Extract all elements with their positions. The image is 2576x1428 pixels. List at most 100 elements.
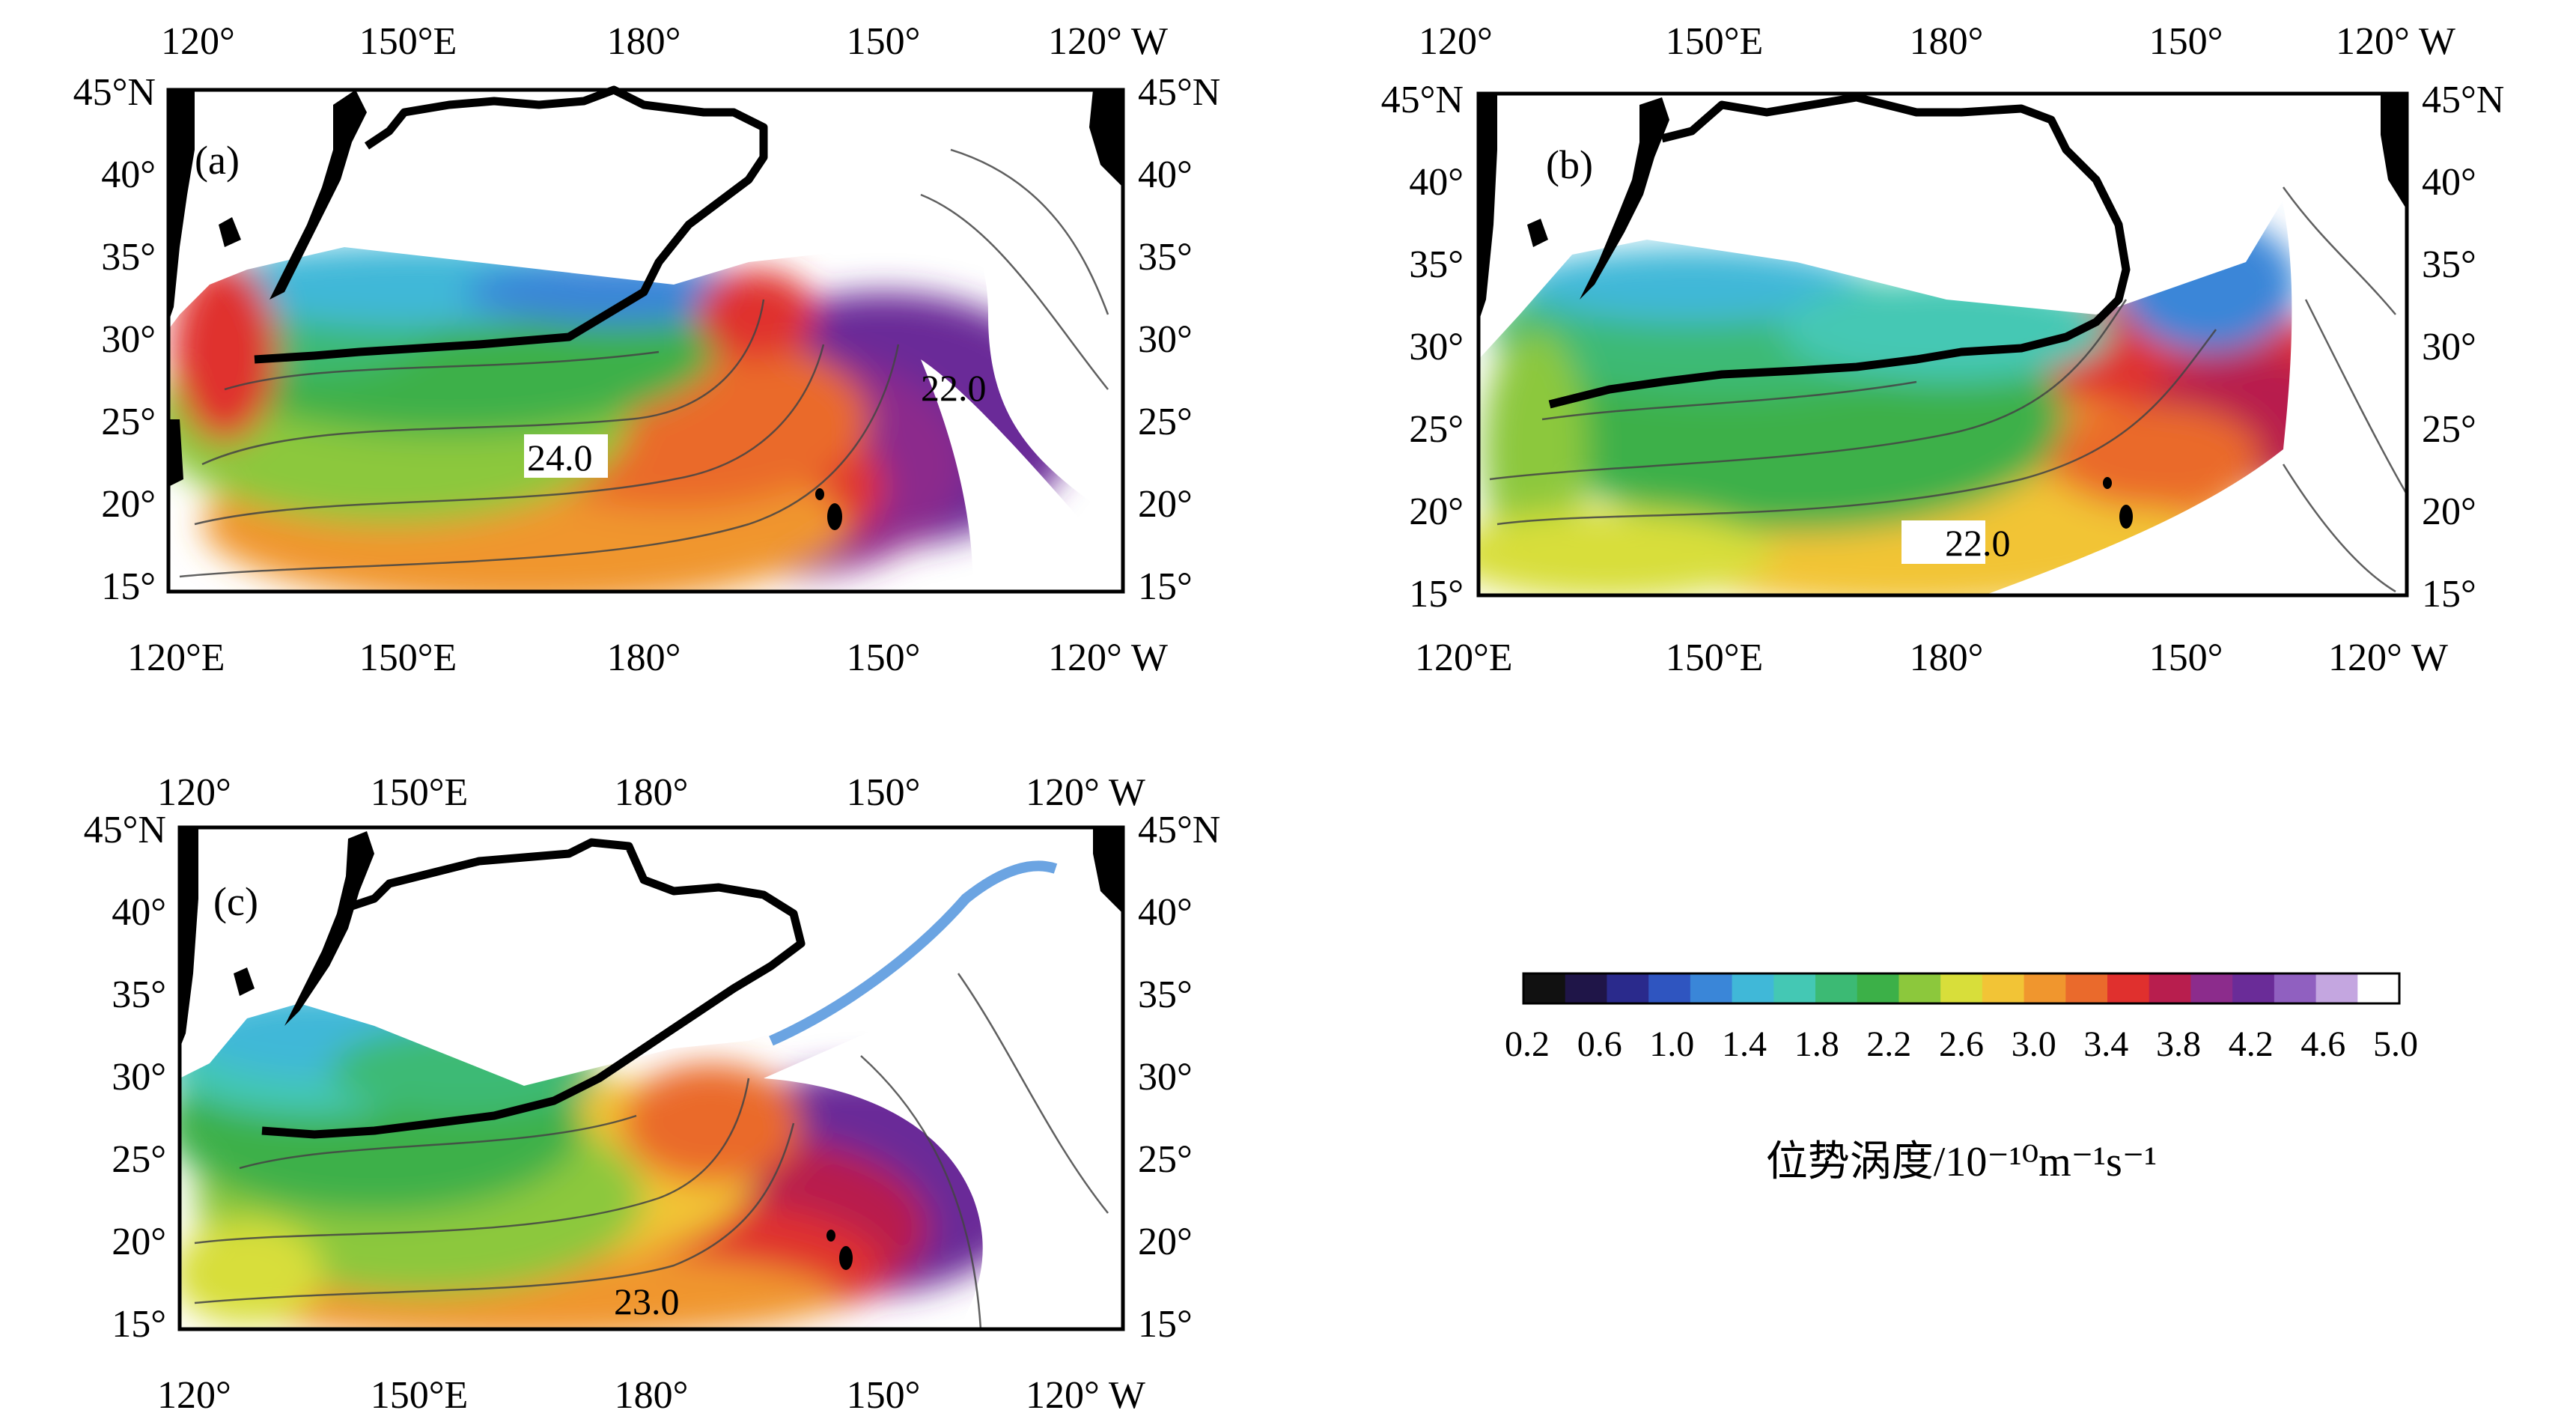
colorbar-swatch [1815,973,1858,1003]
tick-a-left-0: 45°N [73,71,156,114]
panel-label-c: (c) [213,879,258,924]
colorbar-frame [1522,972,2401,1005]
tick-b-right-6: 15° [2422,573,2476,616]
tick-c-bottom-3: 150° [847,1374,921,1417]
tick-a-bottom-4: 120° W [1048,636,1168,679]
tick-c-left-1: 40° [112,891,166,934]
colorbar-swatch [2315,973,2358,1003]
colorbar-swatch [1565,973,1608,1003]
tick-b-left-5: 20° [1409,490,1464,533]
thick-line-b [1548,93,2131,409]
tick-c-right-4: 25° [1138,1138,1193,1181]
colorbar-tick-label: 5.0 [2373,1024,2418,1064]
tick-b-bottom-0: 120°E [1415,636,1513,679]
tick-a-left-4: 25° [101,401,156,443]
tick-c-right-3: 30° [1138,1056,1193,1099]
tick-a-bottom-3: 150° [847,636,921,679]
colorbar-swatch [2149,973,2192,1003]
contour-label-c: 23.0 [614,1280,680,1322]
tick-a-right-0: 45°N [1138,71,1220,114]
tick-c-bottom-4: 120° W [1026,1374,1145,1417]
colorbar-swatch [2232,973,2275,1003]
tick-c-bottom-0: 120° [157,1374,231,1417]
map-frame-a [166,88,1125,594]
tick-a-left-2: 35° [101,236,156,279]
contour-label-a-2: 22.0 [921,367,987,409]
tick-b-left-0: 45°N [1381,79,1464,121]
tick-b-bottom-3: 150° [2149,636,2223,679]
tick-a-top-2: 180° [607,20,681,63]
tick-a-right-6: 15° [1138,565,1193,608]
colorbar-swatch [1982,973,2025,1003]
tick-b-left-1: 40° [1409,161,1464,204]
tick-c-top-3: 150° [847,771,921,814]
colorbar-tick-label: 1.8 [1794,1024,1839,1064]
colorbar-tick-label: 0.6 [1577,1024,1622,1064]
panel-b [1476,91,2409,598]
tick-b-left-4: 25° [1409,408,1464,451]
tick-a-bottom-1: 150°E [359,636,457,679]
colorbar-title: 位势涡度/10⁻¹⁰m⁻¹s⁻¹ [1766,1139,2157,1185]
colorbar-swatch [1940,973,1983,1003]
tick-c-top-1: 150°E [371,771,469,814]
tick-a-left-5: 20° [101,483,156,526]
contour-label-b-bg [1901,520,1985,564]
colorbar-swatch [2357,973,2400,1003]
thick-line-a [254,85,768,364]
tick-c-left-5: 20° [112,1221,166,1263]
colorbar-tick-label: 4.6 [2301,1024,2345,1064]
colorbar-swatch [1857,973,1900,1003]
panel-label-b: (b) [1546,142,1593,187]
tick-a-left-3: 30° [101,318,156,361]
colorbar-swatch [1898,973,1941,1003]
tick-a-right-2: 35° [1138,236,1193,279]
map-frame-b [1476,91,2409,598]
tick-c-left-0: 45°N [84,809,166,851]
tick-b-right-0: 45°N [2422,79,2504,121]
tick-c-right-2: 35° [1138,973,1193,1016]
tick-c-left-6: 15° [112,1303,166,1346]
colorbar-tick-label: 4.2 [2229,1024,2274,1064]
tick-a-right-4: 25° [1138,401,1193,443]
tick-c-left-3: 30° [112,1056,166,1099]
pv-field-b [1479,94,2407,595]
tick-b-top-2: 180° [1910,20,1984,63]
tick-c-top-2: 180° [615,771,689,814]
tick-a-right-3: 30° [1138,318,1193,361]
tick-c-right-1: 40° [1138,891,1193,934]
land-a [168,90,1123,487]
colorbar-swatch [1773,973,1816,1003]
colorbar-swatch [2274,973,2317,1003]
panel-c [177,825,1125,1331]
contour-label-a: 24.0 [527,437,593,478]
tick-b-top-0: 120° [1419,20,1493,63]
thick-line-c [261,838,806,1139]
tick-a-top-0: 120° [161,20,235,63]
colorbar-tick-label: 2.2 [1866,1024,1911,1064]
land-c [180,827,1123,1048]
tick-b-right-1: 40° [2422,161,2476,204]
colorbar-tick-label: 3.0 [2012,1024,2056,1064]
tick-b-left-3: 30° [1409,326,1464,368]
tick-b-right-5: 20° [2422,490,2476,533]
tick-b-left-2: 35° [1409,243,1464,286]
tick-c-right-0: 45°N [1138,809,1220,851]
colorbar: 0.2 0.6 1.0 1.4 1.8 2.2 2.6 3.0 3.4 3.8 4.2 4.6 5.0 … [1505,972,2418,1185]
colorbar-swatch [1648,973,1691,1003]
tick-b-left-6: 15° [1409,573,1464,616]
tick-c-bottom-1: 150°E [371,1374,469,1417]
colorbar-swatch [1607,973,1649,1003]
colorbar-swatch [1732,973,1774,1003]
colorbar-swatch [2190,973,2233,1003]
colorbar-tick-label: 2.6 [1939,1024,1984,1064]
colorbar-swatch [1690,973,1733,1003]
colorbar-swatch [2107,973,2150,1003]
tick-b-top-3: 150° [2149,20,2223,63]
colorbar-ticks: 0.2 0.6 1.0 1.4 1.8 2.2 2.6 3.0 3.4 3.8 4.2 4.6 5.0 [1505,1024,2418,1064]
coast-boundary-c [769,860,1058,1046]
panel-label-a: (a) [195,138,240,183]
tick-a-top-4: 120° W [1048,20,1168,63]
land-b [1479,94,2407,322]
colorbar-tick-label: 0.2 [1505,1024,1550,1064]
